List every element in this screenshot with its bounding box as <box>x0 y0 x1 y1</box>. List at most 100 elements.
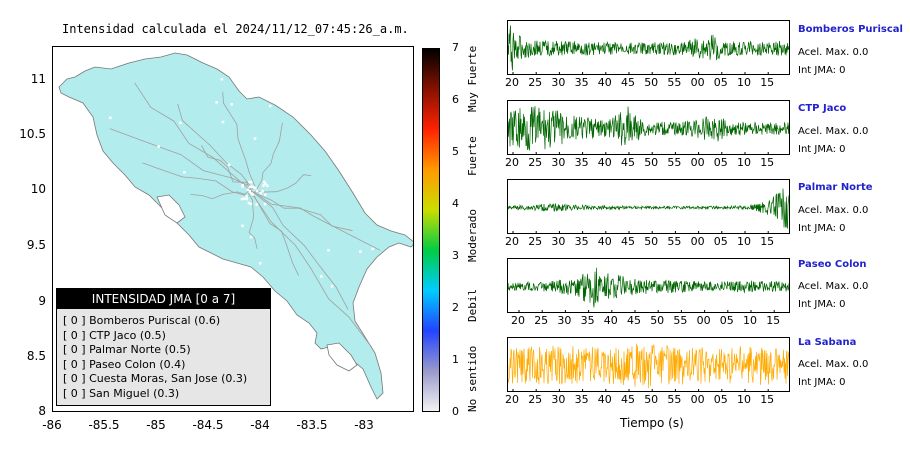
time-tick-label: 05 <box>713 235 728 248</box>
time-tick-label: 15 <box>760 235 775 248</box>
road <box>142 162 249 197</box>
time-tick-label: 00 <box>696 314 711 327</box>
city-marker <box>258 262 262 265</box>
time-axis-label: Tiempo (s) <box>620 416 684 430</box>
city-marker <box>247 201 251 205</box>
lat-tick-9: 9 <box>38 294 46 308</box>
city-marker <box>83 213 86 216</box>
city-marker <box>245 197 248 201</box>
time-tick-label: 35 <box>574 235 589 248</box>
road <box>177 103 254 190</box>
waveform-line <box>508 267 789 308</box>
station-name-bomberos-puriscal: Bomberos Puriscal <box>798 24 903 35</box>
city-marker <box>230 103 233 106</box>
colorbar-tick-5: 5 <box>452 145 459 158</box>
station-jma: Int JMA: 0 <box>798 65 846 76</box>
lat-tick-10: 10 <box>30 182 46 196</box>
time-tick-label: 20 <box>505 235 519 248</box>
waveform-svg <box>508 188 789 233</box>
waveform-svg <box>508 343 789 391</box>
station-accel: Acel. Max. 0.0 <box>798 126 869 137</box>
time-tick-label: 50 <box>644 76 659 89</box>
time-tick-label: 45 <box>621 156 635 169</box>
city-marker <box>165 240 169 244</box>
city-marker <box>109 116 112 120</box>
time-tick-label: 00 <box>690 156 705 169</box>
time-tick-label: 55 <box>673 314 688 327</box>
time-tick-label: 20 <box>505 393 519 406</box>
legend-item: [ 0 ] San Miguel (0.3) <box>63 386 180 400</box>
road <box>201 145 253 193</box>
city-marker <box>349 173 352 176</box>
trace-panel[interactable] <box>507 179 790 234</box>
time-tick-label: 20 <box>511 314 525 327</box>
time-tick-label: 30 <box>551 235 566 248</box>
time-tick-label: 45 <box>627 314 641 327</box>
time-tick-label: 40 <box>603 314 618 327</box>
time-tick-label: 25 <box>528 235 543 248</box>
station-jma: Int JMA: 0 <box>798 223 846 234</box>
station-jma: Int JMA: 0 <box>798 144 846 155</box>
station-accel: Acel. Max. 0.0 <box>798 281 869 292</box>
city-marker <box>227 163 231 166</box>
colorbar-tick-2: 2 <box>452 301 459 314</box>
map-title: Intensidad calculada el 2024/11/12_07:45… <box>62 22 409 36</box>
time-tick-label: 25 <box>528 76 543 89</box>
colorbar-tick-0: 0 <box>452 405 459 418</box>
time-tick-label: 05 <box>713 393 728 406</box>
waveform-line <box>508 106 789 151</box>
city-marker <box>371 247 374 251</box>
city-marker <box>249 180 253 184</box>
road <box>252 122 283 197</box>
station-jma: Int JMA: 0 <box>798 377 846 388</box>
colorbar-label-no-sentido: No sentido <box>466 345 479 412</box>
city-marker <box>259 191 262 195</box>
time-tick-label: 45 <box>621 393 635 406</box>
lon-tick-84: -84 <box>250 418 270 432</box>
road-network <box>109 82 381 346</box>
colorbar-tick-6: 6 <box>452 93 459 106</box>
city-marker <box>262 180 266 184</box>
station-jma: Int JMA: 0 <box>798 299 846 310</box>
time-tick-label: 30 <box>551 76 566 89</box>
trace-panel[interactable] <box>507 100 790 155</box>
legend-item: [ 0 ] Cuesta Moras, San Jose (0.3) <box>63 372 248 386</box>
lon-tick-86: -86 <box>42 418 62 432</box>
city-marker <box>221 120 225 124</box>
time-tick-label: 05 <box>719 314 734 327</box>
trace-panel[interactable] <box>507 20 790 75</box>
city-marker <box>255 189 259 192</box>
time-tick-label: 15 <box>766 314 781 327</box>
trace-panel[interactable] <box>507 258 790 313</box>
city-marker <box>120 186 123 189</box>
legend-item: [ 0 ] Paseo Colon (0.4) <box>63 357 186 371</box>
city-marker <box>253 137 257 140</box>
time-tick-label: 15 <box>760 76 775 89</box>
city-marker <box>359 250 362 253</box>
city-marker <box>248 180 251 184</box>
city-marker <box>250 185 253 188</box>
road <box>109 128 255 189</box>
station-name-la-sabana: La Sabana <box>798 337 857 348</box>
time-tick-label: 30 <box>557 314 572 327</box>
trace-panel[interactable] <box>507 337 790 392</box>
time-tick-label: 50 <box>650 314 665 327</box>
time-tick-label: 40 <box>597 235 612 248</box>
city-marker <box>249 235 253 239</box>
time-tick-label: 25 <box>528 393 543 406</box>
time-tick-label: 10 <box>743 314 757 327</box>
colorbar-tick-3: 3 <box>452 249 459 262</box>
time-tick-label: 05 <box>713 156 728 169</box>
city-marker <box>155 223 159 226</box>
city-marker <box>309 335 312 339</box>
legend-title: INTENSIDAD JMA [0 a 7] <box>57 289 270 309</box>
city-marker <box>262 184 265 187</box>
time-tick-label: 55 <box>667 393 682 406</box>
city-markers <box>83 78 374 354</box>
city-marker <box>250 192 253 195</box>
road <box>250 189 349 310</box>
time-tick-label: 15 <box>760 393 775 406</box>
lat-tick-11: 11 <box>30 72 46 86</box>
time-tick-label: 05 <box>713 76 728 89</box>
city-marker <box>249 202 253 206</box>
